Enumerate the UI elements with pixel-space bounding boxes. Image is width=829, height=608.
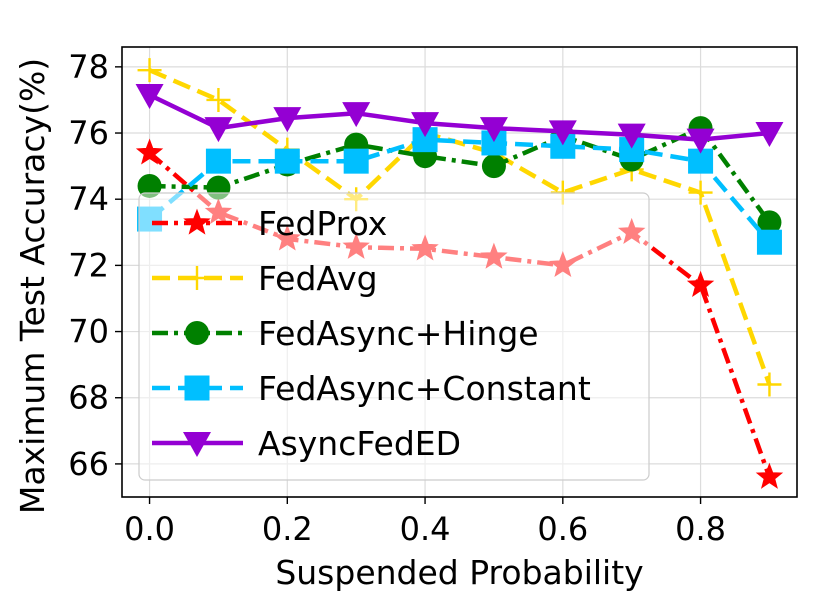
y-axis-ticks: 66 68 70 72 74 76 78	[68, 48, 122, 483]
legend-item-fedavg: FedAvg	[152, 259, 378, 298]
legend-marker-asyncfeded	[183, 432, 211, 457]
data-point-asyncfeded	[135, 83, 164, 109]
data-point-fedasync-constant	[756, 229, 782, 255]
y-tick-label: 76	[68, 114, 109, 152]
x-tick-label: 0.0	[124, 510, 175, 548]
data-point-fedasync-constant	[343, 148, 369, 174]
data-point-asyncfeded	[617, 123, 646, 149]
data-point-asyncfeded	[342, 102, 371, 128]
x-tick-label: 0.8	[675, 510, 726, 548]
legend-item-fedprox: FedProx	[152, 204, 387, 243]
legend-label: FedAvg	[258, 259, 378, 298]
data-point-fedavg	[206, 87, 231, 112]
y-tick-label: 78	[68, 48, 109, 86]
legend-marker-fedprox	[183, 208, 211, 235]
data-point-asyncfeded	[273, 107, 302, 133]
y-tick-label: 74	[68, 180, 109, 218]
data-point-asyncfeded	[479, 117, 508, 143]
data-point-fedasync-hinge	[481, 154, 506, 179]
y-axis-label: Maximum Test Accuracy(%)	[13, 58, 52, 514]
x-axis-label: Suspended Probability	[275, 553, 643, 592]
data-point-fedprox	[135, 138, 164, 165]
data-point-fedprox	[755, 462, 784, 489]
legend-marker-fedasync-hinge	[185, 321, 209, 345]
data-point-fedavg	[688, 180, 713, 205]
series-fedasync-constant	[137, 127, 782, 255]
y-tick-label: 68	[68, 379, 109, 417]
data-point-fedasync-hinge	[137, 173, 162, 198]
data-point-asyncfeded	[548, 120, 577, 146]
data-point-asyncfeded	[686, 128, 715, 154]
legend-item-asyncfeded: AsyncFedED	[152, 424, 461, 463]
data-point-fedavg	[757, 372, 782, 397]
legend-marker-fedavg	[185, 266, 209, 290]
x-axis-ticks: 0.0 0.2 0.4 0.6 0.8	[124, 497, 726, 548]
legend: FedProx FedAvg FedAsync+Hinge FedAsync+Cons…	[138, 192, 650, 481]
data-point-asyncfeded	[204, 117, 233, 143]
legend-label: FedProx	[258, 204, 387, 243]
data-point-fedavg	[137, 58, 162, 83]
x-tick-label: 0.6	[537, 510, 588, 548]
data-point-fedasync-constant	[205, 148, 231, 174]
data-point-fedasync-constant	[274, 148, 300, 174]
y-tick-label: 66	[68, 445, 109, 483]
data-point-asyncfeded	[755, 122, 784, 148]
series-line-asyncfeded	[148, 92, 770, 142]
series-asyncfeded	[135, 83, 784, 154]
legend-item-fedasync-constant: FedAsync+Constant	[152, 369, 591, 408]
plot-frame	[121, 46, 798, 498]
data-point-fedprox	[686, 270, 715, 297]
legend-item-fedasync-hinge: FedAsync+Hinge	[152, 314, 539, 353]
series-line-fedasync-hinge	[149, 125, 772, 224]
series-layer	[135, 58, 784, 489]
legend-box	[138, 192, 650, 481]
x-tick-label: 0.4	[400, 510, 451, 548]
legend-label: FedAsync+Hinge	[258, 314, 539, 353]
data-point-fedasync-hinge	[757, 210, 782, 235]
legend-marker-fedasync-constant	[184, 375, 210, 401]
y-tick-label: 72	[68, 246, 109, 284]
legend-label: AsyncFedED	[258, 424, 461, 463]
x-tick-label: 0.2	[262, 510, 313, 548]
y-tick-label: 70	[68, 313, 109, 351]
legend-label: FedAsync+Constant	[258, 369, 591, 408]
data-point-asyncfeded	[411, 112, 440, 138]
